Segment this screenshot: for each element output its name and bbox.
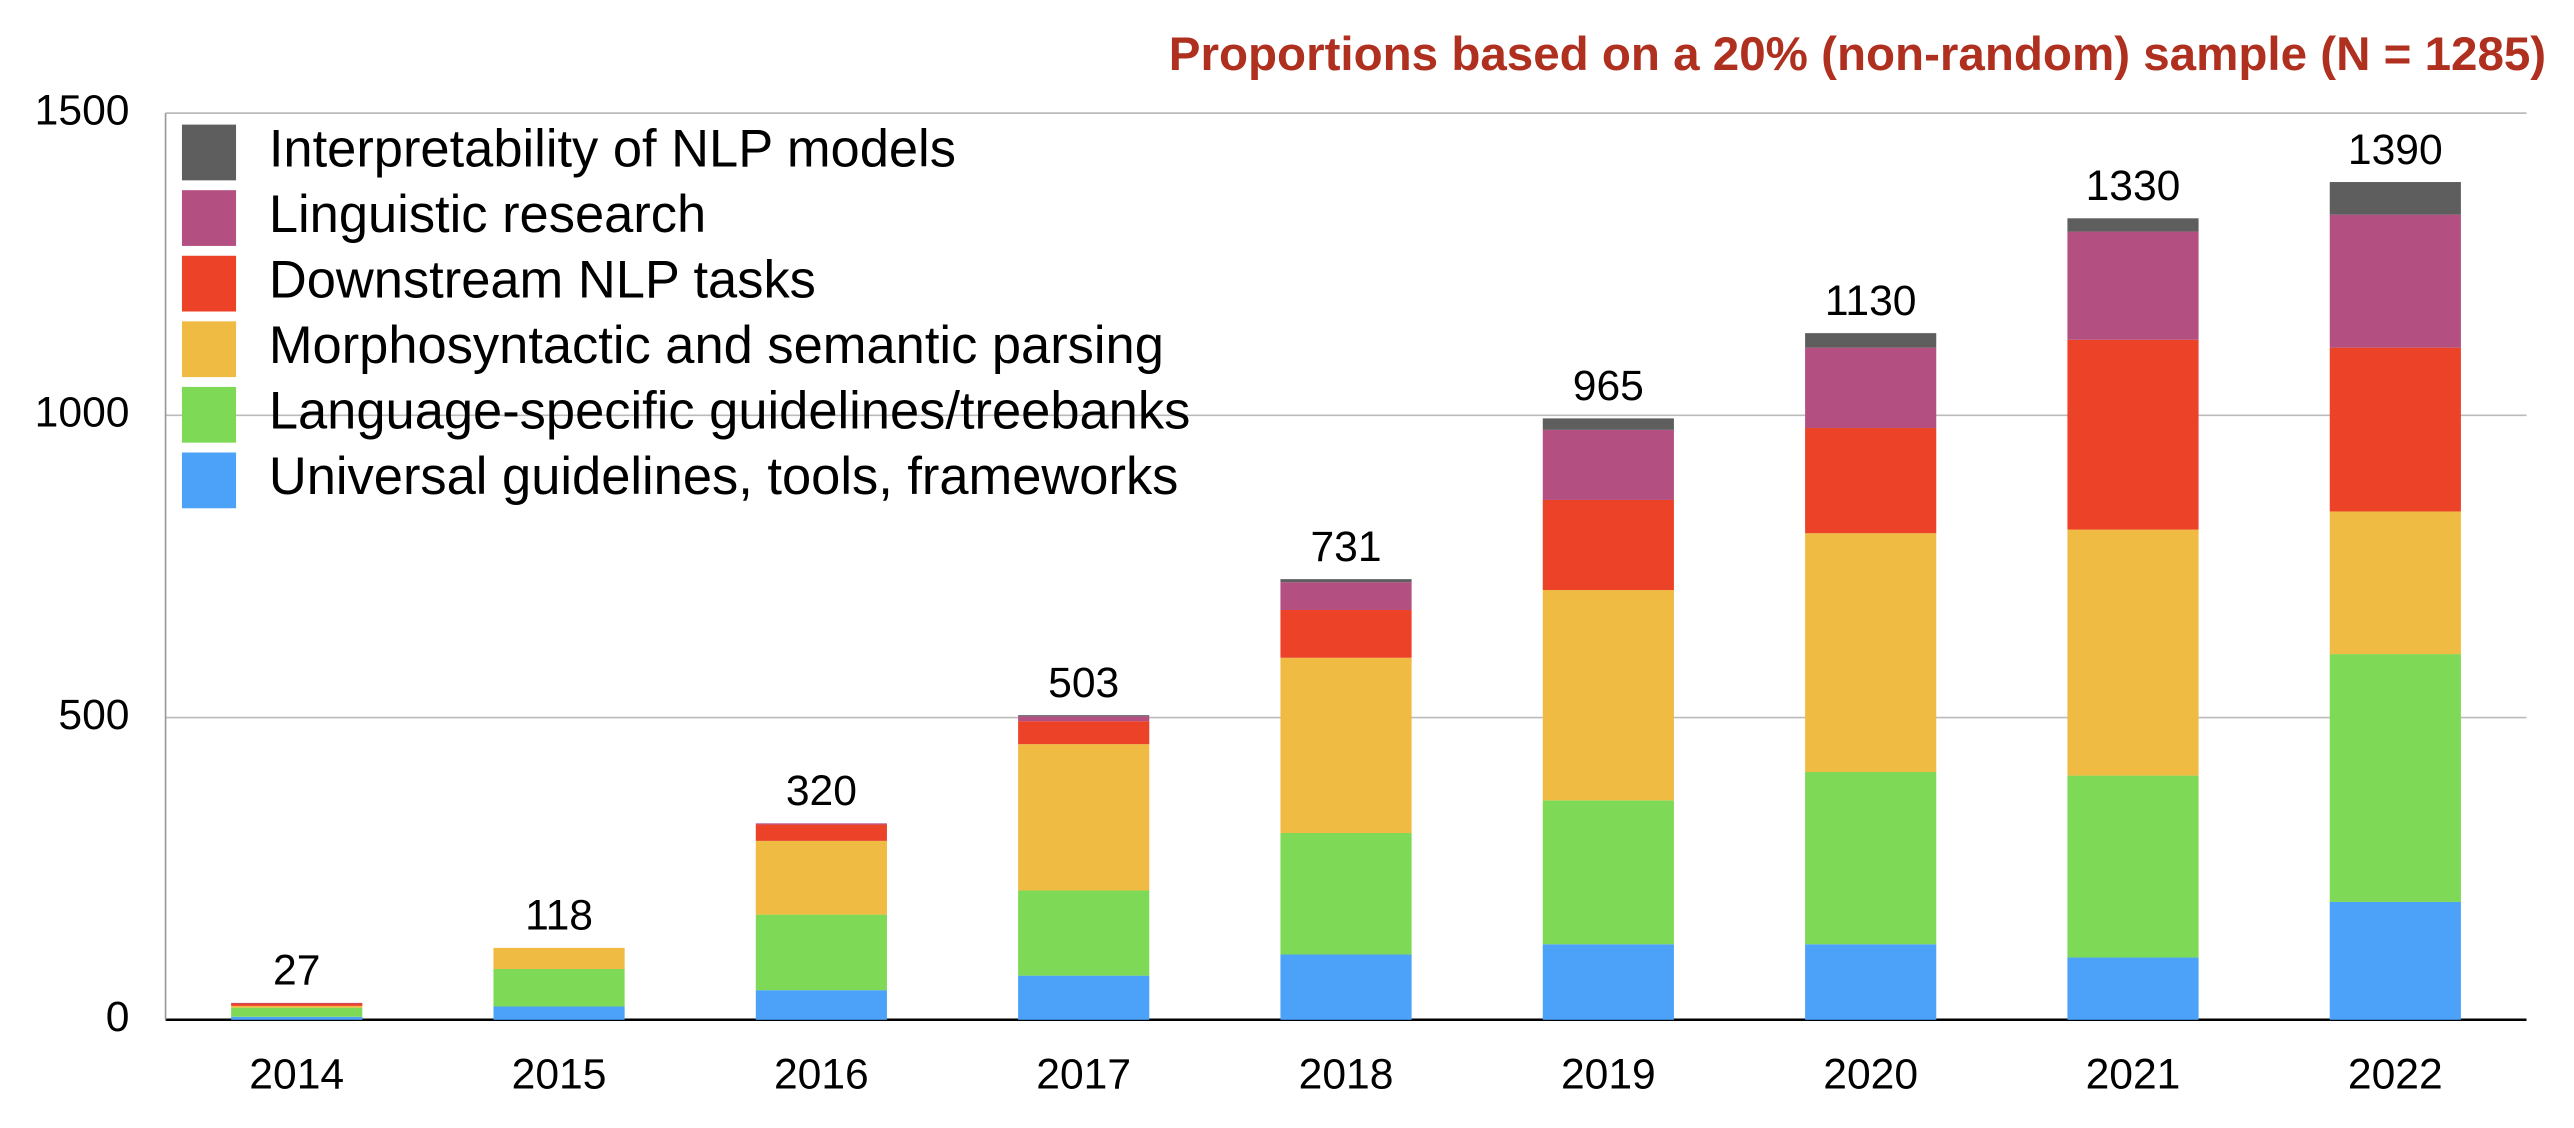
bar-segment: [1018, 744, 1150, 891]
legend-swatch: [181, 321, 237, 378]
legend-label: Morphosyntactic and semantic parsing: [269, 317, 1164, 375]
bar-segment: [2067, 957, 2199, 1020]
bar-segment: [2329, 214, 2461, 348]
legend-swatch: [181, 452, 237, 509]
bar-segment: [1280, 833, 1412, 955]
bar-segment: [1805, 944, 1937, 1020]
bar-segment: [2067, 339, 2199, 530]
legend-swatch: [181, 386, 237, 443]
bar-segment: [1542, 590, 1674, 801]
bar-segment: [755, 990, 887, 1020]
total-label: 27: [273, 947, 320, 995]
bar-segment: [2329, 347, 2461, 512]
legend-label: Linguistic research: [269, 186, 706, 244]
bar-segment: [493, 1006, 625, 1020]
legend-swatch: [181, 190, 237, 246]
bar-segment: [231, 1003, 363, 1006]
bar-segment: [2067, 218, 2199, 232]
bar-segment: [1542, 944, 1674, 1020]
bar-segment: [1280, 954, 1412, 1020]
y-tick-label: 1500: [35, 86, 130, 134]
bar-segment: [1542, 418, 1674, 430]
x-tick-label: 2016: [774, 1050, 869, 1098]
total-label: 320: [786, 767, 857, 815]
bar-segment: [231, 1016, 363, 1020]
bar-segment: [231, 1002, 363, 1004]
legend-swatch: [181, 255, 237, 312]
bar-segment: [231, 1007, 363, 1017]
bar-segment: [493, 969, 625, 1007]
bar-segment: [2329, 654, 2461, 902]
y-tick-label: 500: [58, 691, 129, 739]
bar-segment: [1018, 975, 1150, 1020]
bar-segment: [1018, 721, 1150, 745]
x-tick-label: 2018: [1299, 1050, 1394, 1098]
bar-segment: [1280, 609, 1412, 658]
legend-swatch: [181, 124, 237, 181]
legend-label: Interpretability of NLP models: [269, 120, 956, 178]
bar-segment: [1542, 429, 1674, 500]
bar-segment: [2067, 775, 2199, 958]
bar-segment: [1018, 715, 1150, 717]
bar-segment: [755, 840, 887, 915]
bar-segment: [755, 914, 887, 991]
bar-segment: [1542, 499, 1674, 591]
bar-segment: [1805, 333, 1937, 348]
y-tick-label: 1000: [35, 389, 130, 437]
bar-segment: [2067, 231, 2199, 340]
total-label: 503: [1048, 659, 1119, 707]
bar-segment: [1280, 579, 1412, 583]
total-label: 731: [1310, 523, 1381, 571]
bar-segment: [1805, 428, 1937, 534]
total-label: 118: [525, 892, 593, 940]
total-label: 965: [1573, 362, 1644, 410]
bar-segment: [755, 824, 887, 841]
x-tick-label: 2019: [1561, 1050, 1656, 1098]
bar-segment: [1805, 533, 1937, 772]
x-tick-label: 2021: [2086, 1050, 2181, 1098]
bar-segment: [1280, 657, 1412, 834]
x-tick-label: 2014: [249, 1050, 344, 1098]
x-tick-label: 2015: [512, 1050, 607, 1098]
x-tick-label: 2022: [2348, 1050, 2443, 1098]
bar-segment: [493, 947, 625, 970]
total-label: 1330: [2086, 162, 2181, 210]
bar-segment: [2067, 529, 2199, 776]
legend-label: Universal guidelines, tools, frameworks: [269, 448, 1179, 506]
bar-segment: [1805, 347, 1937, 429]
bar-segment: [755, 823, 887, 825]
x-tick-label: 2017: [1036, 1050, 1131, 1098]
chart-title: Proportions based on a 20% (non-random) …: [1169, 28, 2546, 81]
bar-segment: [1805, 771, 1937, 945]
bar-segment: [1542, 800, 1674, 945]
legend-label: Downstream NLP tasks: [269, 251, 816, 309]
total-label: 1130: [1825, 277, 1917, 325]
bar-segment: [2329, 511, 2461, 655]
total-label: 1390: [2348, 126, 2443, 174]
bar-segment: [1280, 582, 1412, 610]
bar-segment: [1018, 890, 1150, 976]
bar-segment: [231, 1005, 363, 1008]
bar-segment: [2329, 901, 2461, 1020]
legend-label: Language-specific guidelines/treebanks: [269, 383, 1190, 441]
bar-segment: [1018, 716, 1150, 722]
bar-segment: [2329, 182, 2461, 215]
y-tick-label: 0: [106, 993, 130, 1041]
x-tick-label: 2020: [1823, 1050, 1918, 1098]
